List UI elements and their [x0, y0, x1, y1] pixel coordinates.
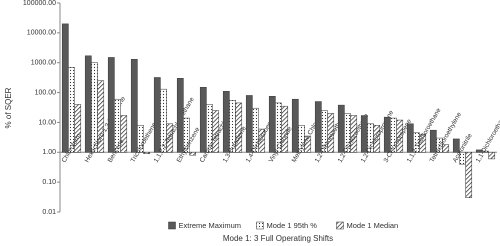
bar [74, 104, 82, 153]
bar [166, 123, 174, 153]
legend-label: Mode 1 95th % [267, 221, 318, 230]
bar [189, 152, 197, 156]
y-tick-label: 0.10 [42, 179, 56, 186]
legend-swatch [256, 221, 264, 230]
bar [304, 135, 312, 153]
bar [327, 113, 335, 153]
bar [373, 125, 381, 153]
bar [107, 57, 115, 153]
bar [176, 78, 184, 153]
bar [419, 134, 427, 153]
bar [396, 119, 404, 153]
bar [442, 144, 450, 153]
bar [212, 110, 220, 153]
bar [120, 115, 128, 153]
bar [350, 115, 358, 153]
bar [245, 95, 253, 153]
y-tick-label: 100.00 [35, 89, 57, 96]
bar [281, 105, 289, 153]
y-axis-title: % of SQER [4, 87, 13, 128]
legend-label: Extreme Maximum [179, 221, 242, 230]
legend-swatch [168, 221, 176, 230]
bar [143, 152, 151, 154]
y-tick-label: 0.01 [42, 209, 56, 216]
bar [482, 150, 489, 153]
bar [314, 101, 322, 153]
x-tick-label: 1,1-Dichloroethane [475, 112, 500, 163]
bar [61, 23, 69, 153]
y-tick-label: 10.00 [38, 119, 56, 126]
y-tick-label: 100000.00 [23, 0, 56, 7]
legend-swatch [336, 221, 344, 230]
y-tick-label: 1000.00 [31, 60, 56, 67]
bar [84, 55, 92, 153]
y-tick-label: 10000.00 [27, 30, 56, 37]
bar [222, 91, 230, 153]
bar [452, 138, 460, 153]
bar [337, 104, 345, 153]
y-tick-label: 1.00 [42, 149, 56, 156]
bar [235, 102, 243, 153]
bar [258, 128, 266, 153]
bar [130, 59, 138, 153]
x-axis-title: Mode 1: 3 Full Operating Shifts [223, 234, 333, 243]
bar [488, 152, 496, 160]
bar [268, 96, 276, 153]
bar [137, 125, 144, 153]
bar [97, 80, 105, 153]
legend-label: Mode 1 Median [347, 221, 399, 230]
bar [153, 77, 161, 153]
bar [160, 88, 167, 153]
bar [183, 117, 190, 153]
bar [465, 152, 473, 199]
bar [291, 98, 299, 153]
bar [199, 87, 207, 153]
